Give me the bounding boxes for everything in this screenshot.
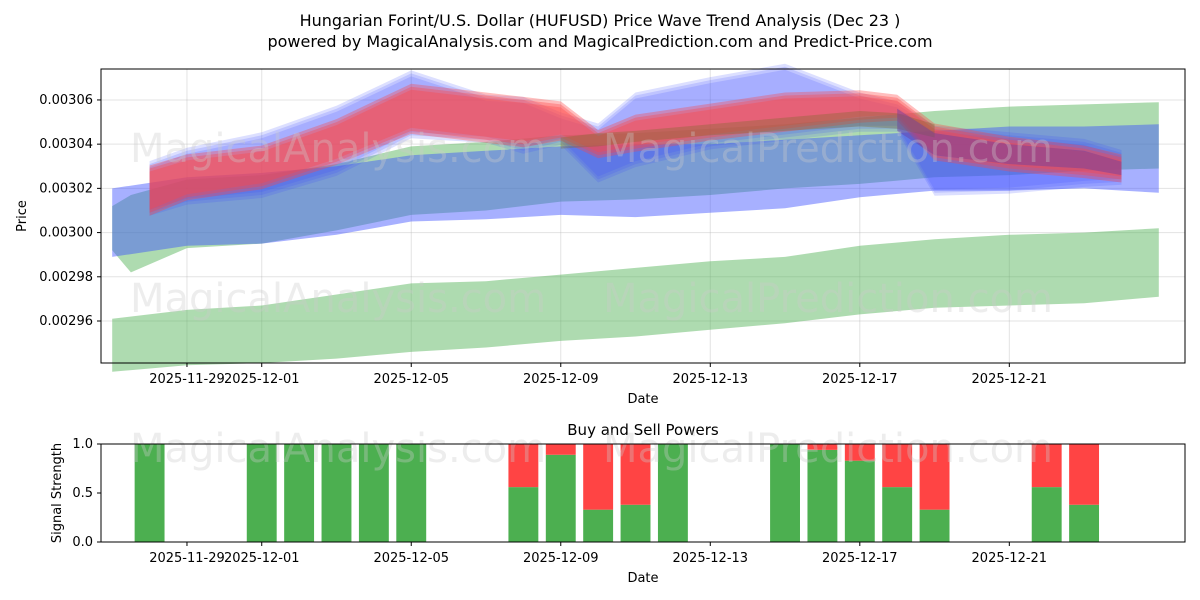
buy-bar xyxy=(583,509,614,542)
signal-bars xyxy=(134,444,1100,542)
signal-x-ticks: 2025-11-29 2025-12-01 2025-12-05 2025-12-09… xyxy=(149,542,1047,566)
price-y-tick-label: 0.00304 xyxy=(39,137,93,152)
price-x-tick-label: 2025-12-05 xyxy=(373,372,449,387)
signal-x-axis-label: Date xyxy=(627,571,658,586)
red-wave-layer xyxy=(149,89,1122,216)
buy-bar xyxy=(246,444,277,542)
buy-bar xyxy=(657,444,688,542)
buy-bar xyxy=(508,487,539,542)
price-y-tick-label: 0.00302 xyxy=(39,181,93,196)
sell-bar xyxy=(1069,444,1100,505)
signal-y-tick-label: 1.0 xyxy=(72,437,93,452)
price-x-tick-label: 2025-12-01 xyxy=(224,372,300,387)
sell-bar xyxy=(919,444,950,510)
price-chart-grid xyxy=(101,69,1185,363)
price-bands xyxy=(112,63,1159,372)
price-x-ticks: 2025-11-29 2025-12-01 2025-12-05 2025-12-09… xyxy=(149,363,1047,387)
signal-y-ticks: 0.0 0.5 1.0 xyxy=(72,437,101,550)
buy-bar xyxy=(358,444,389,542)
blue-wave-layer xyxy=(149,66,1122,213)
price-x-tick-label: 2025-12-09 xyxy=(523,372,599,387)
price-y-tick-label: 0.00300 xyxy=(39,226,93,241)
buy-bar xyxy=(396,444,427,542)
watermark-analysis-bottom: MagicalAnalysis.com xyxy=(130,426,546,472)
buy-bar xyxy=(545,454,576,542)
price-y-tick-label: 0.00306 xyxy=(39,93,93,108)
signal-x-tick-label: 2025-12-21 xyxy=(972,551,1048,566)
buy-bar xyxy=(321,444,352,542)
signal-x-tick-label: 2025-12-01 xyxy=(224,551,300,566)
olive-wave xyxy=(560,111,935,149)
signal-chart-title: Buy and Sell Powers xyxy=(567,421,719,439)
green-lower-band xyxy=(112,228,1159,372)
blue-wave-layer xyxy=(149,69,1122,216)
buy-bar xyxy=(770,444,800,542)
signal-x-tick-label: 2025-12-17 xyxy=(822,551,898,566)
sell-bar xyxy=(620,444,651,505)
buy-bar xyxy=(620,504,651,542)
watermark-analysis-mid: MagicalAnalysis.com xyxy=(130,276,546,322)
buy-bar xyxy=(1031,487,1062,542)
price-y-ticks: 0.00296 0.00298 0.00300 0.00302 0.00304 0.003… xyxy=(39,93,101,329)
sell-bar xyxy=(844,444,875,461)
price-x-tick-label: 2025-11-29 xyxy=(149,372,225,387)
signal-x-tick-label: 2025-12-13 xyxy=(673,551,749,566)
buy-bar xyxy=(807,449,838,542)
price-y-tick-label: 0.00298 xyxy=(39,270,93,285)
signal-y-tick-label: 0.0 xyxy=(72,535,93,550)
blue-wave-layer xyxy=(149,63,1122,210)
signal-x-tick-label: 2025-11-29 xyxy=(149,551,225,566)
buy-bar xyxy=(919,509,950,542)
buy-bar xyxy=(882,487,913,542)
price-chart-frame xyxy=(100,68,1186,364)
green-upper-band xyxy=(112,102,1159,273)
blue-band xyxy=(112,124,1159,257)
red-wave-layer xyxy=(149,86,1122,213)
buy-bar xyxy=(844,460,875,542)
sell-bar xyxy=(583,444,614,510)
price-x-axis-label: Date xyxy=(627,392,658,407)
watermark-prediction-bottom: MagicalPrediction.com xyxy=(603,426,1053,472)
price-x-tick-label: 2025-12-17 xyxy=(822,372,898,387)
watermark-prediction-top: MagicalPrediction.com xyxy=(603,126,1053,172)
price-x-tick-label: 2025-12-21 xyxy=(972,372,1048,387)
buy-bar xyxy=(134,444,165,542)
signal-chart-watermarks: MagicalAnalysis.com MagicalPrediction.co… xyxy=(130,426,1053,472)
signal-strength-chart: Buy and Sell Powers MagicalAnalysis.com … xyxy=(50,421,1186,586)
sell-bar xyxy=(1031,444,1062,488)
price-y-tick-label: 0.00296 xyxy=(39,314,93,329)
price-y-axis-label: Price xyxy=(15,200,30,232)
signal-y-axis-label: Signal Strength xyxy=(50,443,65,543)
signal-x-tick-label: 2025-12-09 xyxy=(523,551,599,566)
price-wave-chart: MagicalAnalysis.com MagicalPrediction.co… xyxy=(15,63,1186,407)
buy-bar xyxy=(1069,504,1100,542)
watermark-prediction-mid: MagicalPrediction.com xyxy=(603,276,1053,322)
purple-wave xyxy=(897,108,1122,176)
red-wave-layer xyxy=(149,83,1122,210)
sell-bar xyxy=(545,444,576,455)
sell-bar xyxy=(807,444,838,450)
sell-bar xyxy=(508,444,539,488)
chart-title-line1: Hungarian Forint/U.S. Dollar (HUFUSD) Pr… xyxy=(300,11,901,30)
price-chart-watermarks: MagicalAnalysis.com MagicalPrediction.co… xyxy=(130,126,1053,322)
price-x-tick-label: 2025-12-13 xyxy=(673,372,749,387)
chart-title-line2: powered by MagicalAnalysis.com and Magic… xyxy=(267,32,932,51)
watermark-analysis-top: MagicalAnalysis.com xyxy=(130,126,546,172)
signal-y-tick-label: 0.5 xyxy=(72,486,93,501)
buy-bar xyxy=(284,444,315,542)
sell-bar xyxy=(882,444,913,488)
signal-x-tick-label: 2025-12-05 xyxy=(373,551,449,566)
